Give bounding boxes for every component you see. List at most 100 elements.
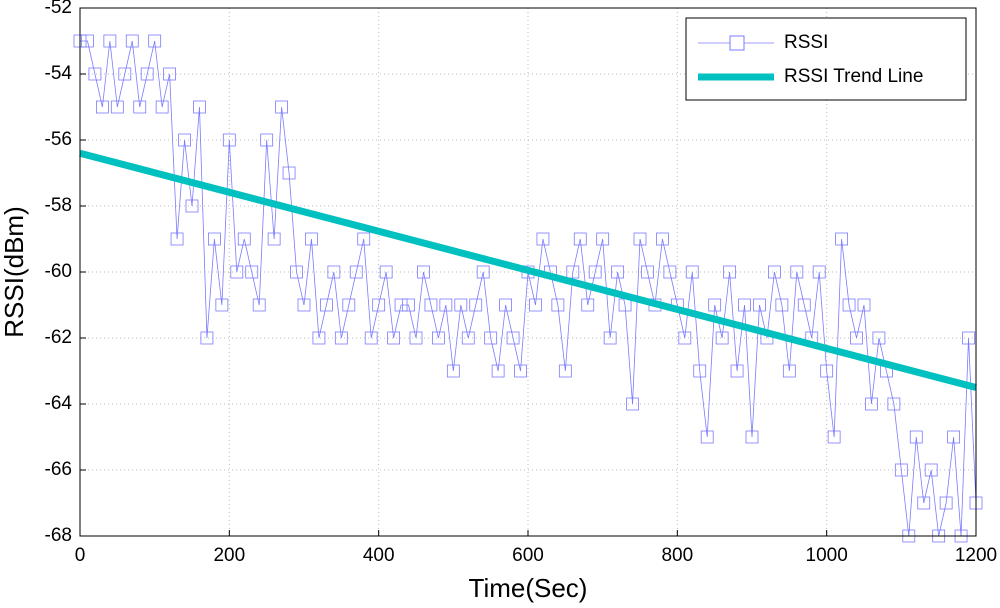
marker <box>103 34 117 48</box>
marker <box>551 298 565 312</box>
marker <box>909 430 923 444</box>
marker <box>357 232 371 246</box>
marker <box>81 34 94 48</box>
marker <box>700 430 714 444</box>
y-tick-label: -62 <box>45 327 72 348</box>
marker <box>962 331 975 345</box>
marker <box>178 133 191 147</box>
marker <box>267 232 281 246</box>
marker <box>626 397 639 411</box>
marker <box>812 265 826 279</box>
marker <box>558 364 572 378</box>
marker <box>633 232 647 246</box>
marker <box>222 133 236 147</box>
x-tick-label: 600 <box>512 545 544 566</box>
marker <box>140 67 154 81</box>
y-tick-label: -58 <box>45 195 72 216</box>
legend-label: RSSI <box>784 32 828 53</box>
marker <box>297 298 311 312</box>
marker <box>506 331 520 345</box>
x-axis-label: Time(Sec) <box>469 573 588 603</box>
marker <box>782 364 796 378</box>
y-tick-label: -60 <box>45 261 72 282</box>
x-tick-label: 800 <box>661 545 693 566</box>
marker <box>230 265 244 279</box>
marker <box>708 298 722 312</box>
x-tick-label: 1200 <box>955 545 997 566</box>
marker <box>110 100 124 114</box>
marker <box>334 331 348 345</box>
marker <box>723 265 736 279</box>
marker <box>529 298 542 312</box>
marker <box>461 331 475 345</box>
marker <box>730 364 744 378</box>
marker <box>924 463 938 477</box>
y-tick-label: -68 <box>45 525 72 546</box>
marker <box>491 364 505 378</box>
marker <box>379 265 393 279</box>
marker <box>275 100 289 114</box>
marker <box>409 331 423 345</box>
legend-marker <box>729 35 745 51</box>
series <box>79 149 977 391</box>
marker <box>446 364 460 378</box>
marker <box>514 364 527 378</box>
marker <box>252 298 266 312</box>
marker <box>820 364 834 378</box>
marker <box>454 298 468 312</box>
marker <box>260 133 274 147</box>
marker <box>715 331 729 345</box>
marker <box>835 232 848 246</box>
marker <box>797 298 811 312</box>
marker <box>753 298 766 312</box>
marker <box>200 331 214 345</box>
marker <box>865 397 878 411</box>
marker <box>775 298 789 312</box>
marker <box>193 100 206 114</box>
y-axis-label: RSSI(dBm) <box>0 206 29 337</box>
marker <box>857 298 871 312</box>
marker <box>656 232 669 246</box>
marker <box>917 496 931 510</box>
marker <box>611 265 624 279</box>
marker <box>663 265 677 279</box>
legend-box <box>685 17 967 101</box>
marker <box>566 265 580 279</box>
marker <box>312 331 326 345</box>
marker <box>581 298 595 312</box>
y-tick-label: -54 <box>45 63 73 84</box>
marker <box>349 265 363 279</box>
marker <box>163 67 177 81</box>
x-tick-label: 0 <box>75 545 86 566</box>
marker <box>693 364 707 378</box>
marker <box>290 265 303 279</box>
y-tick-label: -52 <box>45 0 72 18</box>
y-tick-label: -56 <box>45 129 72 150</box>
marker <box>596 232 610 246</box>
marker <box>96 100 109 114</box>
marker <box>790 265 804 279</box>
plot-frame <box>79 7 977 537</box>
marker <box>872 331 886 345</box>
marker <box>439 298 453 312</box>
x-tick-label: 1000 <box>806 545 848 566</box>
marker <box>894 463 908 477</box>
marker <box>118 67 132 81</box>
legend-label: RSSI Trend Line <box>784 66 923 87</box>
marker <box>947 430 960 444</box>
marker <box>842 298 856 312</box>
marker <box>170 232 184 246</box>
marker <box>484 331 498 345</box>
marker <box>469 298 483 312</box>
marker <box>305 232 318 246</box>
marker <box>282 166 296 180</box>
marker <box>738 298 751 312</box>
y-tick-label: -64 <box>45 393 73 414</box>
marker <box>215 298 229 312</box>
marker <box>939 496 953 510</box>
marker <box>364 331 378 345</box>
x-tick-label: 200 <box>213 545 245 566</box>
marker <box>148 34 162 48</box>
marker <box>850 331 863 345</box>
